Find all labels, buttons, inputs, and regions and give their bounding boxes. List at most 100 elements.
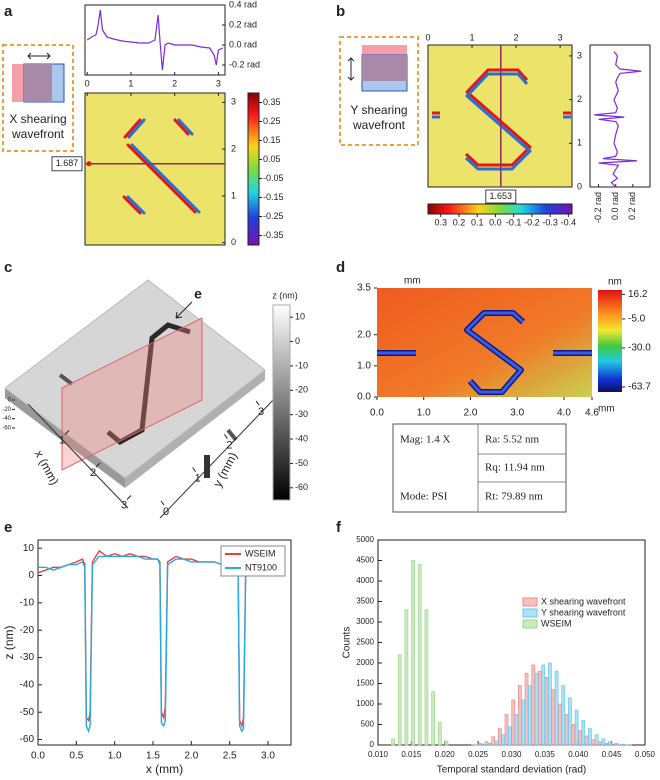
- panel-label: a: [4, 3, 13, 20]
- histogram-bar: [534, 672, 539, 746]
- colorbar-tick-label: 0.2: [453, 217, 466, 227]
- histogram-bar: [404, 609, 409, 746]
- histogram-bar: [524, 672, 529, 746]
- histogram-bar: [588, 728, 592, 746]
- x-tick-label: 2.0: [464, 408, 478, 419]
- colorbar-title: z (nm): [272, 290, 298, 300]
- x-tick-label: 1: [470, 32, 475, 42]
- profile-tick-label: 0.0 rad: [229, 39, 257, 49]
- colorbar: [247, 92, 260, 246]
- y-tick-label: 3.5: [357, 283, 371, 294]
- info-text: Ra: 5.52 nm: [485, 434, 540, 446]
- trench: [377, 311, 592, 394]
- y-tick-label: 2000: [356, 658, 374, 667]
- z-tick-label: 0: [8, 398, 12, 404]
- x-tick-label: 3: [121, 499, 127, 511]
- y-tick-label: 0: [231, 237, 236, 247]
- s-edges: [432, 68, 571, 171]
- colorbar-tick-label: 10: [295, 312, 305, 322]
- caption: Y shearing wavefront: [350, 103, 408, 132]
- info-box: [392, 423, 567, 513]
- histogram-bar: [491, 736, 496, 746]
- surface-side: [5, 388, 125, 488]
- x-tick-label: 0.015: [401, 750, 422, 759]
- x-axis-label: x (mm): [146, 762, 183, 776]
- y-tick-label: 4000: [356, 576, 374, 585]
- colorbar-tick-label: -0.4: [561, 217, 577, 227]
- edge-positive: [122, 118, 197, 215]
- colorbar-tick-label: 0.35: [263, 97, 281, 107]
- caption: X shearing wavefront: [9, 112, 67, 141]
- x-tick-label: 0: [425, 32, 430, 42]
- x-tick-label: 0.030: [501, 750, 522, 759]
- histogram-bar: [571, 724, 576, 746]
- x-tick-label: 0.5: [69, 751, 83, 762]
- x-tick-label: 3.0: [510, 408, 524, 419]
- colorbar-tick-label: -20: [295, 385, 308, 395]
- y-tick-label: 10: [23, 543, 35, 554]
- profile-line: [594, 51, 642, 188]
- x-tick-label: 0: [85, 78, 90, 88]
- x-tick-label: 0.035: [535, 750, 556, 759]
- panel-label: d: [336, 259, 345, 276]
- histogram-bar: [528, 685, 532, 746]
- histogram-bar: [611, 743, 616, 746]
- histogram-bar: [431, 691, 435, 746]
- colorbar: [427, 203, 573, 215]
- colorbar-tick-label: -0.15: [263, 192, 284, 202]
- y-tick-label: -60: [20, 734, 35, 745]
- y-tick-label: 2.0: [357, 329, 371, 340]
- y-tick-label: 4500: [356, 556, 374, 565]
- histogram-bar: [498, 728, 502, 746]
- edge-positive: [432, 68, 571, 167]
- x-tick-label: 1.0: [108, 751, 122, 762]
- s-edges: [122, 118, 201, 215]
- x-tick-label: 0.045: [602, 750, 623, 759]
- colorbar-tick-label: -60: [295, 482, 308, 492]
- colorbar-tick-label: -0.3: [542, 217, 558, 227]
- colorbar-tick-label: -30: [295, 409, 308, 419]
- histogram-bar: [504, 713, 509, 746]
- histogram-bar: [541, 664, 546, 746]
- histogram-bar: [598, 741, 602, 746]
- histogram-bar: [558, 703, 562, 746]
- tick-mark: [192, 467, 197, 473]
- colorbar-unit: nm: [608, 277, 622, 288]
- cursor-box: [485, 189, 517, 204]
- y-tick-label: -40: [20, 680, 35, 691]
- y-tick-label: 3: [577, 50, 582, 60]
- colorbar: [272, 304, 291, 501]
- histogram-bar: [501, 734, 506, 746]
- colorbar-tick-label: -0.05: [263, 173, 284, 183]
- legend-label: WSEIM: [541, 618, 572, 628]
- cursor-box: [51, 156, 83, 172]
- colorbar-tick-label: -0.2: [524, 217, 540, 227]
- y-axis-line: [159, 397, 276, 519]
- x-tick-label: 0.0: [31, 751, 45, 762]
- x-axis-line: [27, 403, 129, 509]
- colorbar-tick-label: 0.1: [471, 217, 484, 227]
- y-tick-label: 3: [231, 97, 236, 107]
- colorbar-tick-label: -63.7: [628, 382, 651, 393]
- profile-line: [86, 9, 224, 71]
- edge-negative: [432, 72, 571, 171]
- tick-mark: [126, 495, 132, 500]
- y-tick-label: 0: [163, 506, 169, 518]
- info-text: Mag: 1.4 X: [400, 434, 450, 446]
- histogram-bar: [544, 676, 549, 746]
- colorbar-tick-label: -50: [295, 458, 308, 468]
- colorbar-tick-label: -5.0: [628, 314, 646, 325]
- z-tick-label: -60: [2, 426, 11, 432]
- panel-label: b: [336, 3, 345, 20]
- histogram-bar: [601, 738, 606, 746]
- tick-mark: [160, 500, 165, 506]
- profile-frame: [84, 4, 226, 76]
- annotation: e: [194, 286, 202, 302]
- histogram-bar: [608, 741, 612, 746]
- trench: [106, 322, 191, 446]
- y-tick-label: 3: [258, 406, 264, 418]
- y-tick-label: 1000: [356, 699, 374, 708]
- y-tick-label: 0: [577, 181, 582, 191]
- shear-arrow: [27, 52, 51, 60]
- histogram-bar: [531, 664, 536, 746]
